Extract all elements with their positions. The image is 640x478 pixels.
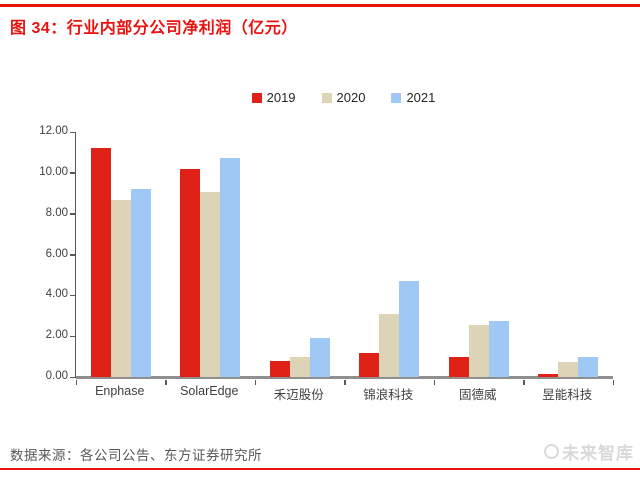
y-axis-tick	[70, 376, 76, 378]
y-axis-label: 2.00	[45, 329, 68, 342]
legend-swatch-icon	[251, 92, 262, 103]
chart-title: 图 34：行业内部分公司净利润（亿元）	[10, 20, 298, 37]
legend-swatch-icon	[321, 92, 332, 103]
bar-2021-锦浪科技	[399, 281, 420, 377]
watermark-text: 未来智库	[562, 444, 634, 463]
bar-2021-Enphase	[130, 189, 151, 377]
bar-2021-昱能科技	[578, 356, 599, 377]
x-axis-tick	[254, 380, 256, 385]
bar-2020-锦浪科技	[379, 313, 400, 377]
bar-2019-Enphase	[90, 148, 111, 377]
y-axis-label: 0.00	[45, 370, 68, 382]
x-axis-label-禾迈股份: 禾迈股份	[273, 388, 324, 402]
x-axis-line	[76, 376, 613, 379]
legend-item-2019: 2019	[251, 90, 296, 105]
bar-2019-禾迈股份	[269, 360, 290, 377]
bar-2019-昱能科技	[538, 373, 559, 377]
source-note: 数据来源：各公司公告、东方证券研究所	[10, 448, 262, 463]
y-axis-tick	[70, 213, 76, 215]
y-axis-tick	[70, 172, 76, 174]
y-axis-label: 10.00	[39, 165, 68, 178]
bar-group-禾迈股份	[255, 132, 345, 377]
watermark: 未来智库	[544, 439, 634, 464]
legend-swatch-icon	[391, 92, 402, 103]
x-axis-label-锦浪科技: 锦浪科技	[363, 388, 414, 402]
top-red-rule	[0, 4, 640, 7]
bar-2019-SolarEdge	[180, 168, 201, 377]
y-axis-tick	[70, 294, 76, 297]
bar-2020-禾迈股份	[289, 356, 310, 377]
x-axis-labels: Enphase SolarEdge 禾迈股份 锦浪科技 固德威 昱能科技	[75, 384, 612, 403]
y-axis-tick	[70, 254, 76, 256]
y-axis-label: 6.00	[45, 247, 68, 260]
chart-legend: 2019 2020 2021	[75, 90, 612, 105]
bar-2019-固德威	[448, 356, 469, 377]
y-axis-tick	[70, 131, 76, 133]
bottom-red-rule	[0, 468, 640, 470]
bar-2020-固德威	[468, 324, 489, 377]
plot-area: 0.00 2.00 4.00 6.00 8.00 10.00 12.00	[39, 125, 614, 385]
bar-2020-昱能科技	[558, 361, 579, 377]
x-axis-label-Enphase: Enphase	[95, 384, 145, 398]
legend-label: 2019	[266, 90, 296, 105]
bar-group-昱能科技	[524, 132, 614, 377]
x-axis-label-昱能科技: 昱能科技	[542, 388, 593, 402]
legend-item-2020: 2020	[321, 90, 366, 105]
y-axis-label: 12.00	[39, 125, 68, 137]
bar-group-锦浪科技	[345, 132, 435, 377]
x-axis-tick	[165, 380, 167, 385]
bar-groups-container	[76, 132, 613, 377]
bar-2021-固德威	[488, 320, 509, 377]
bar-2019-锦浪科技	[359, 352, 380, 377]
x-axis-label-固德威: 固德威	[458, 388, 497, 402]
bar-2021-禾迈股份	[309, 338, 330, 377]
y-axis-tick	[70, 335, 76, 338]
bar-group-SolarEdge	[166, 132, 256, 377]
bar-2021-SolarEdge	[220, 157, 241, 377]
x-axis-tick	[344, 380, 346, 385]
bar-group-Enphase	[76, 132, 166, 377]
watermark-logo-icon	[544, 444, 559, 459]
x-axis-tick	[433, 380, 435, 385]
x-axis-tick	[75, 380, 77, 385]
legend-item-2021: 2021	[391, 90, 435, 105]
y-axis-label: 4.00	[45, 288, 68, 301]
bar-2020-SolarEdge	[200, 192, 221, 377]
x-axis-label-SolarEdge: SolarEdge	[180, 384, 239, 398]
y-axis-label: 8.00	[45, 206, 68, 219]
legend-label: 2021	[406, 90, 436, 105]
x-axis-tick	[612, 380, 614, 385]
bar-group-固德威	[434, 132, 524, 377]
bar-2020-Enphase	[110, 200, 131, 377]
legend-label: 2020	[336, 90, 366, 105]
x-axis-tick	[523, 380, 525, 385]
